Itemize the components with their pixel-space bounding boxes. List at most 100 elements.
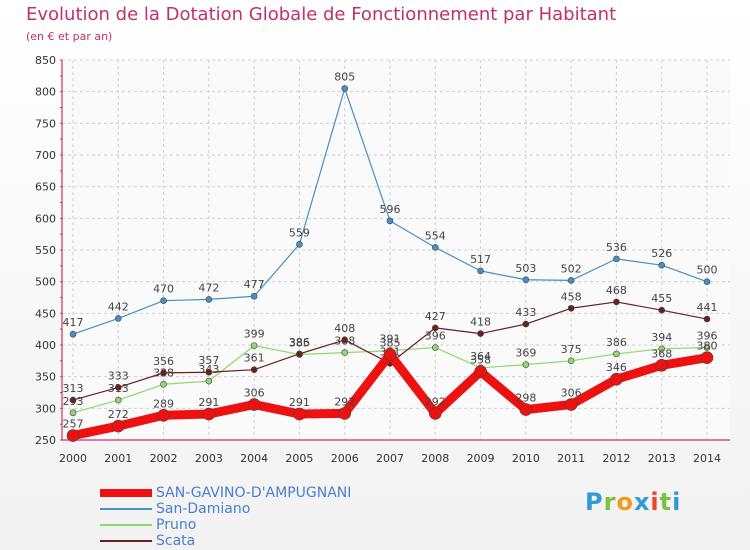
legend-label-san-gavino-d-ampugnani: SAN-GAVINO-D'AMPUGNANI — [156, 485, 352, 501]
x-tick-label: 2009 — [467, 452, 495, 465]
y-tick-label: 850 — [35, 54, 56, 67]
legend-swatch-scata — [100, 540, 152, 542]
data-label-san-gavino-d-ampugnani: 298 — [515, 392, 536, 405]
y-tick-label: 250 — [35, 434, 56, 447]
data-point-pruno — [341, 349, 349, 356]
data-point-pruno — [160, 380, 167, 388]
data-point-pruno — [613, 350, 620, 358]
x-tick-label: 2005 — [285, 452, 313, 465]
data-label-san-damiano: 502 — [561, 262, 582, 275]
data-label-san-damiano: 517 — [470, 253, 491, 266]
data-point-scata — [613, 298, 620, 306]
x-tick-label: 2003 — [195, 452, 223, 465]
data-label-san-damiano: 596 — [380, 203, 401, 216]
data-label-san-gavino-d-ampugnani: 272 — [108, 408, 129, 421]
x-tick-label: 2013 — [648, 452, 676, 465]
data-label-san-damiano: 472 — [198, 281, 219, 294]
data-label-pruno: 396 — [425, 330, 446, 343]
data-label-scata: 418 — [470, 316, 491, 329]
data-point-san-gavino-d-ampugnani — [157, 408, 170, 422]
data-point-san-gavino-d-ampugnani — [474, 365, 487, 378]
x-tick-label: 2007 — [376, 452, 404, 465]
x-tick-label: 2012 — [602, 452, 630, 465]
data-label-scata: 468 — [606, 284, 627, 297]
data-point-pruno — [703, 344, 711, 351]
data-label-scata: 357 — [198, 354, 219, 367]
data-label-pruno: 386 — [606, 336, 627, 349]
x-tick-label: 2002 — [150, 452, 178, 465]
data-label-san-gavino-d-ampugnani: 289 — [153, 397, 174, 410]
data-point-san-gavino-d-ampugnani — [338, 407, 352, 420]
data-label-scata: 427 — [425, 310, 446, 323]
data-point-san-damiano — [205, 296, 213, 303]
data-point-san-damiano — [477, 267, 484, 275]
data-point-san-damiano — [341, 85, 349, 92]
data-point-san-gavino-d-ampugnani — [700, 351, 714, 364]
data-point-san-damiano — [522, 276, 530, 284]
data-point-pruno — [114, 396, 122, 404]
data-point-san-gavino-d-ampugnani — [610, 372, 623, 386]
data-label-pruno: 396 — [697, 330, 718, 343]
x-tick-label: 2004 — [240, 452, 268, 465]
data-point-san-gavino-d-ampugnani — [66, 429, 80, 442]
data-label-san-gavino-d-ampugnani: 306 — [244, 387, 265, 400]
legend-label-pruno: Pruno — [156, 517, 197, 533]
y-tick-label: 750 — [35, 117, 56, 130]
data-label-scata: 356 — [153, 355, 174, 368]
y-tick-label: 600 — [35, 212, 56, 225]
data-point-san-gavino-d-ampugnani — [111, 419, 125, 433]
data-point-scata — [160, 369, 167, 377]
data-point-san-damiano — [613, 255, 620, 263]
data-point-scata — [69, 396, 77, 404]
data-label-pruno: 369 — [515, 347, 536, 360]
x-tick-label: 2001 — [104, 452, 132, 465]
data-point-san-damiano — [703, 278, 711, 285]
data-point-san-damiano — [114, 315, 122, 322]
chart-title: Evolution de la Dotation Globale de Fonc… — [26, 4, 617, 25]
x-tick-label: 2014 — [693, 452, 721, 465]
data-label-san-gavino-d-ampugnani: 292 — [334, 395, 355, 408]
data-point-san-damiano — [296, 241, 303, 248]
data-point-scata — [522, 320, 530, 328]
y-tick-label: 450 — [35, 307, 56, 320]
legend-swatch-pruno — [100, 524, 152, 526]
data-point-san-gavino-d-ampugnani — [383, 348, 397, 361]
data-point-san-gavino-d-ampugnani — [428, 407, 442, 420]
data-label-san-gavino-d-ampugnani: 257 — [63, 418, 84, 431]
data-point-scata — [431, 324, 439, 332]
y-tick-label: 650 — [35, 181, 56, 194]
data-point-san-gavino-d-ampugnani — [247, 398, 261, 411]
data-label-scata: 361 — [244, 352, 265, 365]
data-label-san-damiano: 554 — [425, 229, 446, 242]
data-label-san-gavino-d-ampugnani: 291 — [289, 396, 310, 409]
y-tick-label: 300 — [35, 402, 56, 415]
data-label-san-gavino-d-ampugnani: 291 — [198, 396, 219, 409]
data-point-san-damiano — [250, 292, 258, 300]
data-label-scata: 455 — [651, 292, 672, 305]
data-point-pruno — [250, 342, 258, 349]
data-point-san-damiano — [386, 217, 394, 225]
data-label-scata: 458 — [561, 290, 582, 303]
data-point-san-damiano — [567, 277, 575, 284]
y-tick-label: 350 — [35, 371, 56, 384]
data-point-scata — [341, 336, 349, 344]
data-label-san-damiano: 805 — [334, 71, 355, 84]
legend-label-san-damiano: San-Damiano — [156, 501, 251, 517]
data-label-scata: 433 — [515, 306, 536, 319]
data-point-pruno — [658, 345, 666, 353]
data-point-scata — [658, 306, 666, 314]
data-label-scata: 408 — [334, 322, 355, 335]
data-point-pruno — [567, 357, 575, 365]
data-point-scata — [250, 366, 258, 374]
data-label-san-damiano: 470 — [153, 283, 174, 296]
data-label-san-gavino-d-ampugnani: 306 — [561, 387, 582, 400]
data-label-san-damiano: 477 — [244, 278, 265, 291]
data-point-san-damiano — [160, 297, 167, 304]
data-point-scata — [477, 330, 484, 337]
y-tick-label: 400 — [35, 339, 56, 352]
data-label-pruno: 394 — [651, 331, 672, 344]
chart-subtitle: (en € et par an) — [26, 30, 113, 43]
data-label-scata: 333 — [108, 369, 129, 382]
data-label-pruno: 364 — [470, 350, 491, 363]
